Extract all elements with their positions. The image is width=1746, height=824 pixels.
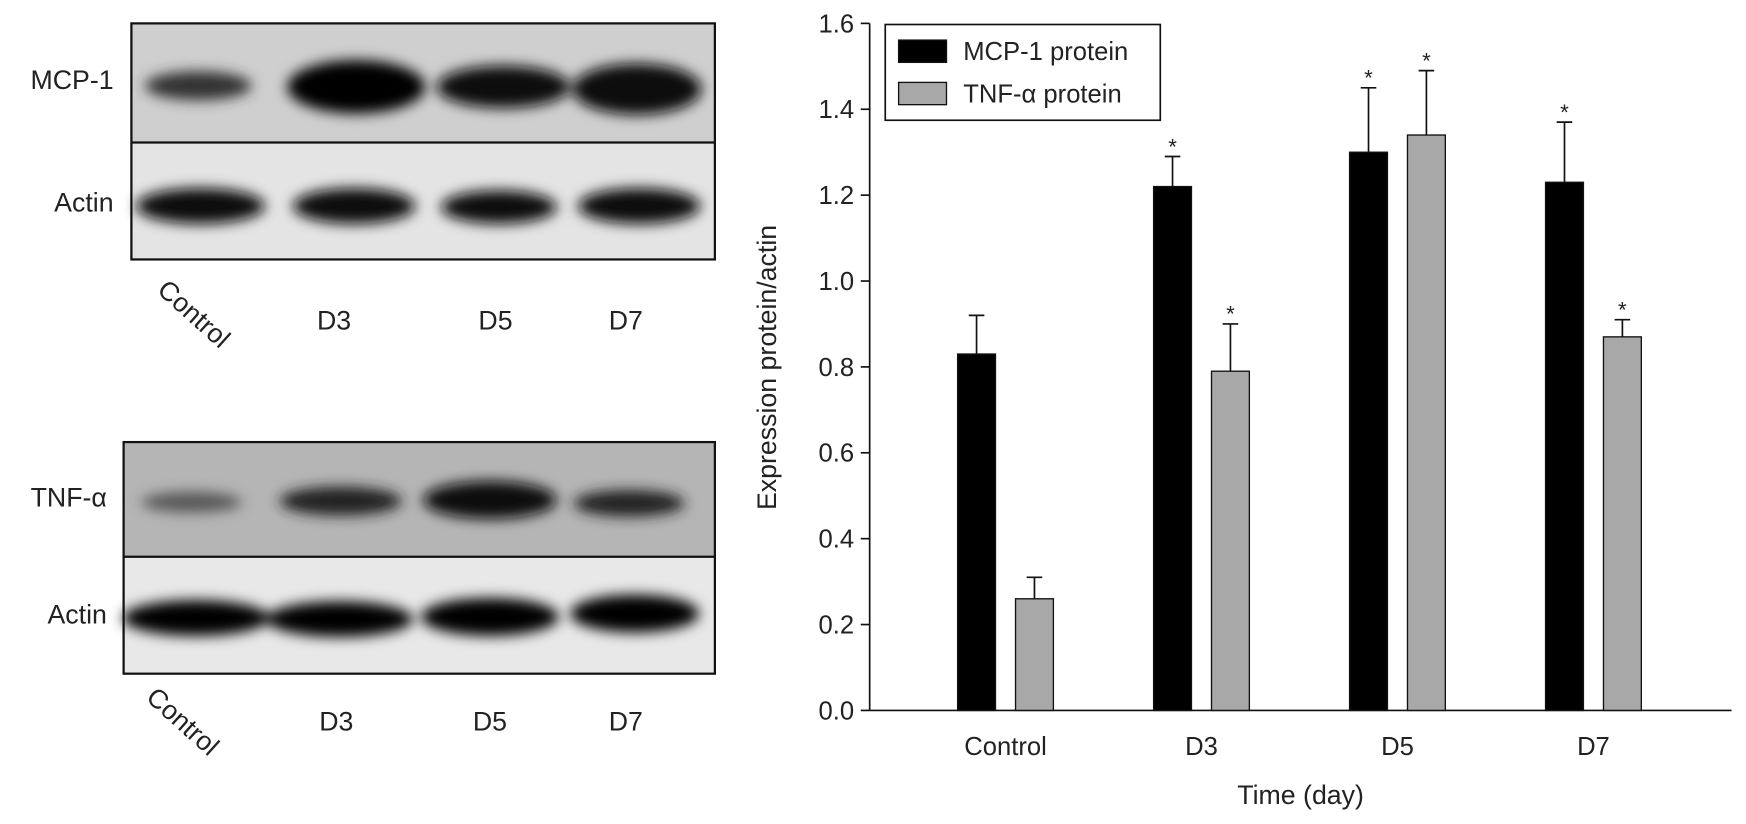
y-tick-label: 0.2 [818,611,854,639]
lane-label: D7 [609,706,643,736]
blot-row-label: MCP-1 [30,65,113,95]
x-tick-label: D3 [1185,733,1218,761]
bar [1602,336,1642,712]
bar [1348,151,1389,712]
blot-row-label: Actin [47,600,106,630]
y-tick-label: 0.8 [818,354,854,382]
bar-chart: Time (day) Expression protein/actin 0.0 0… [752,10,1732,810]
lane-label: D5 [478,306,512,336]
blot-panel: MCP-1 Actin Control D3 D5 D7 [30,22,716,354]
lane-label: D3 [319,706,353,736]
blot-row-label: TNF-α [31,483,107,513]
error-bar [1026,576,1043,599]
x-tick-label: D7 [1577,733,1610,761]
lane-label: D5 [473,706,507,736]
blot-frame [122,440,716,675]
bar [1544,181,1585,712]
x-axis-title: Time (day) [1237,780,1364,810]
significance-marker: * [1560,100,1569,125]
legend-swatch [897,81,948,106]
bar [1152,185,1193,712]
y-tick-label: 1.6 [818,10,854,38]
y-tick-label: 0.4 [818,526,854,554]
blot-panel: TNF-α Actin Control D3 D5 D7 [31,440,716,761]
error-bar [1164,155,1181,187]
bar [956,353,997,712]
error-bar [1614,318,1631,337]
y-tick-label: 0.6 [818,440,854,468]
significance-marker: * [1226,302,1235,327]
significance-marker: * [1364,66,1373,91]
lane-label: Control [141,681,225,761]
error-bar [1418,69,1435,136]
error-bar [1222,323,1239,372]
legend-label: MCP-1 protein [963,38,1128,66]
y-tick-label: 1.0 [818,268,854,296]
lane-label: Control [152,274,236,354]
significance-marker: * [1422,48,1431,73]
x-tick-label: Control [964,733,1047,761]
bar [1210,370,1251,712]
bar [1406,134,1447,712]
blot-row-label: Actin [54,188,113,218]
error-bar [1360,86,1377,153]
error-bar [1556,121,1573,183]
bands [122,481,700,637]
y-axis-title: Expression protein/actin [752,225,782,510]
error-bar [968,314,985,355]
x-tick-label: D5 [1381,733,1414,761]
lane-label: D7 [609,306,643,336]
bands [135,60,702,224]
significance-marker: * [1618,297,1627,322]
lane-label: D3 [317,306,351,336]
y-tick-label: 1.2 [818,182,854,210]
significance-marker: * [1168,134,1177,159]
legend-label: TNF-α protein [963,80,1122,108]
y-tick-label: 0.0 [818,697,854,725]
y-tick-label: 1.4 [818,96,854,124]
legend-swatch [897,39,948,64]
bar [1014,598,1055,712]
